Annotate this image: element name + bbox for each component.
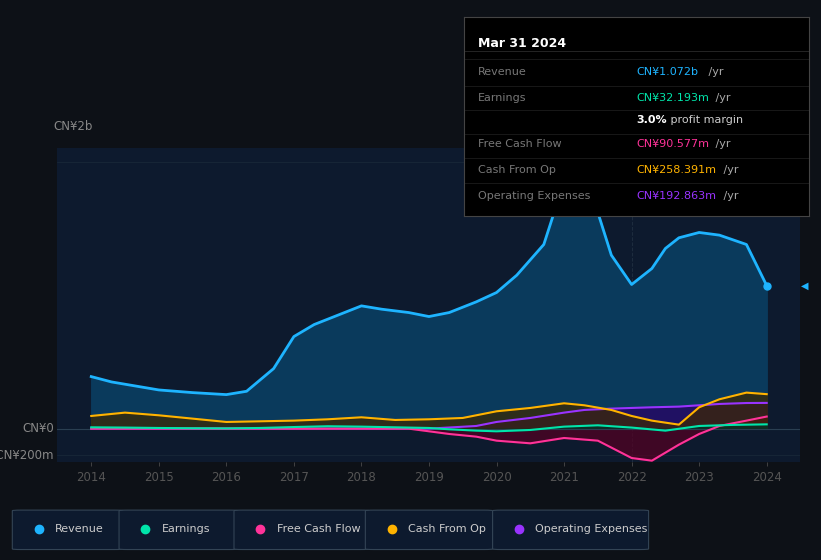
- Text: Earnings: Earnings: [162, 524, 210, 534]
- Text: Operating Expenses: Operating Expenses: [535, 524, 648, 534]
- FancyBboxPatch shape: [234, 510, 369, 549]
- Text: 3.0%: 3.0%: [636, 115, 667, 125]
- Text: profit margin: profit margin: [667, 115, 743, 125]
- Text: /yr: /yr: [704, 67, 723, 77]
- Text: -CN¥200m: -CN¥200m: [0, 449, 53, 462]
- Text: /yr: /yr: [720, 165, 738, 175]
- Text: Earnings: Earnings: [478, 94, 526, 103]
- Text: Operating Expenses: Operating Expenses: [478, 191, 590, 200]
- Text: /yr: /yr: [712, 94, 731, 103]
- Text: ◀: ◀: [800, 281, 808, 291]
- Text: CN¥192.863m: CN¥192.863m: [636, 191, 716, 200]
- Text: Mar 31 2024: Mar 31 2024: [478, 37, 566, 50]
- Text: Free Cash Flow: Free Cash Flow: [478, 139, 562, 149]
- Text: Cash From Op: Cash From Op: [478, 165, 556, 175]
- FancyBboxPatch shape: [493, 510, 649, 549]
- Text: CN¥258.391m: CN¥258.391m: [636, 165, 716, 175]
- Text: Revenue: Revenue: [478, 67, 526, 77]
- Text: Free Cash Flow: Free Cash Flow: [277, 524, 360, 534]
- FancyBboxPatch shape: [12, 510, 123, 549]
- FancyBboxPatch shape: [119, 510, 238, 549]
- Text: CN¥90.577m: CN¥90.577m: [636, 139, 709, 149]
- FancyBboxPatch shape: [365, 510, 493, 549]
- Text: CN¥0: CN¥0: [22, 422, 53, 435]
- Text: /yr: /yr: [712, 139, 731, 149]
- Text: CN¥1.072b: CN¥1.072b: [636, 67, 699, 77]
- Text: /yr: /yr: [720, 191, 738, 200]
- Text: CN¥32.193m: CN¥32.193m: [636, 94, 709, 103]
- Text: Revenue: Revenue: [55, 524, 103, 534]
- Text: Cash From Op: Cash From Op: [408, 524, 486, 534]
- Text: CN¥2b: CN¥2b: [53, 120, 93, 133]
